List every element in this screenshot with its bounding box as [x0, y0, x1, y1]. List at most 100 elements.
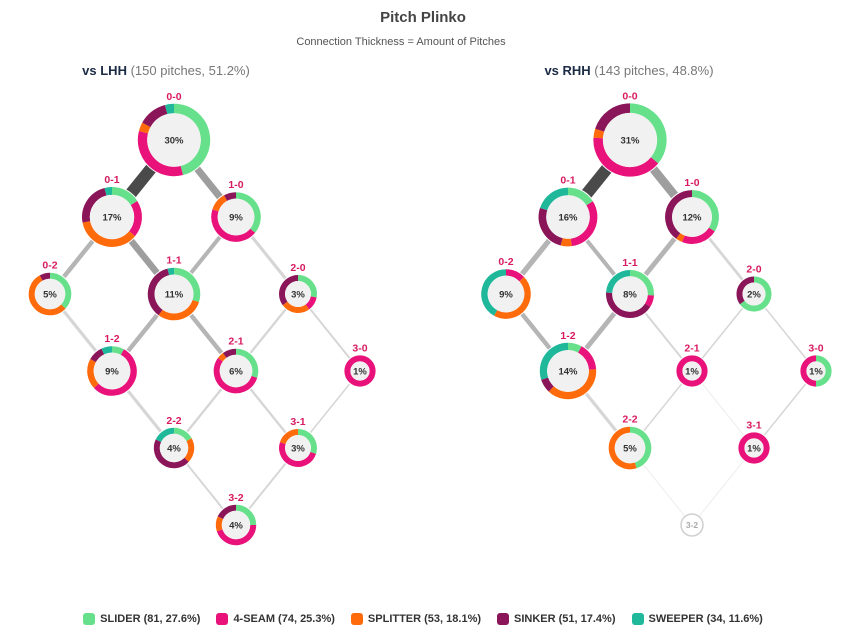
count-label: 1-2 [104, 333, 119, 345]
node-center [742, 282, 766, 306]
donut-segment-sweeper [540, 187, 569, 211]
legend-swatch-sweeper [631, 613, 644, 625]
count-node-lhh-2-2[interactable]: 4% 2-2 [152, 415, 196, 470]
legend-label-sinker: SINKER (51, 17.4%) [514, 613, 616, 625]
count-node-rhh-0-1[interactable]: 16% 0-1 [537, 175, 599, 248]
legend-swatch-sinker [497, 613, 510, 625]
pct-label: 4% [167, 444, 181, 455]
donut-segment-splitter [87, 359, 99, 388]
pct-label: 2% [747, 290, 761, 301]
donut-segment-sinker [217, 504, 237, 520]
donut-segment-splitter [138, 122, 151, 134]
count-node-rhh-3-0[interactable]: 1% 3-0 [799, 342, 833, 388]
donut-segment-fourseam [682, 227, 715, 244]
donut-segment-fourseam [676, 355, 708, 387]
pct-label: 5% [43, 290, 57, 301]
donut-segment-sweeper [167, 267, 175, 276]
pct-label: 1% [353, 367, 367, 378]
count-node-rhh-2-1[interactable]: 1% 2-1 [675, 342, 709, 388]
donut-segment-slider [111, 187, 138, 206]
donut-segment-sinker [153, 439, 189, 469]
count-node-lhh-3-1[interactable]: 3% 3-1 [278, 416, 318, 468]
donut-segment-slider [567, 187, 593, 206]
count-label: 3-2 [686, 520, 699, 530]
node-center [159, 433, 189, 463]
node-center [546, 195, 590, 239]
donut-segment-sinker [606, 292, 651, 318]
donut-segment-fourseam [505, 269, 525, 282]
donut-segment-fourseam [93, 349, 137, 396]
count-node-lhh-3-0[interactable]: 1% 3-0 [343, 342, 377, 388]
donut-segment-sweeper [155, 427, 175, 443]
count-node-rhh-0-0[interactable]: 31% 0-0 [592, 90, 668, 178]
count-label: 1-1 [622, 257, 637, 269]
count-node-lhh-1-2[interactable]: 9% 1-2 [86, 333, 138, 397]
donut-segment-slider [173, 427, 192, 442]
donut-segment-splitter [548, 369, 597, 400]
donut-segment-fourseam [577, 346, 597, 370]
donut-segment-sinker [538, 207, 563, 246]
donut-segment-sweeper [606, 269, 631, 294]
count-node-lhh-2-0[interactable]: 3% 2-0 [278, 262, 318, 314]
count-label: 3-0 [808, 342, 823, 354]
donut-segment-sweeper [481, 269, 507, 316]
donut-segment-slider [297, 275, 317, 298]
donut-segment-splitter [593, 128, 605, 139]
node-center [34, 278, 66, 310]
count-node-rhh-2-0[interactable]: 2% 2-0 [735, 263, 773, 313]
count-label: 3-1 [746, 419, 761, 431]
count-node-lhh-0-1[interactable]: 17% 0-1 [81, 174, 143, 248]
count-node-lhh-2-1[interactable]: 6% 2-1 [212, 336, 260, 395]
count-label: 2-0 [746, 263, 761, 275]
panel-heading-lhh: vs LHH (150 pitches, 51.2%) [82, 63, 250, 78]
pct-label: 5% [623, 444, 637, 455]
donut-segment-slider [235, 348, 259, 378]
donut-segment-splitter [82, 220, 136, 247]
count-node-lhh-3-2[interactable]: 4% 3-2 [214, 492, 258, 547]
count-node-lhh-1-1[interactable]: 11% 1-1 [146, 255, 202, 322]
count-node-rhh-1-0[interactable]: 12% 1-0 [664, 177, 720, 245]
count-node-rhh-1-2[interactable]: 14% 1-2 [538, 330, 598, 401]
count-label: 0-1 [104, 174, 119, 186]
count-node-rhh-3-1[interactable]: 1% 3-1 [737, 419, 771, 465]
legend: SLIDER (81, 27.6%) 4-SEAM (74, 25.3%) SP… [0, 613, 846, 625]
legend-item-sweeper[interactable]: SWEEPER (34, 11.6%) [631, 613, 763, 625]
donut-segment-sinker [222, 348, 237, 358]
count-label: 2-2 [166, 415, 181, 427]
panel-heading-rhh-rest: (143 pitches, 48.8%) [591, 63, 714, 78]
node-center [672, 197, 712, 237]
donut-segment-sweeper [101, 346, 113, 355]
legend-item-sinker[interactable]: SINKER (51, 17.4%) [497, 613, 616, 625]
count-node-rhh-0-2[interactable]: 9% 0-2 [480, 256, 532, 320]
node-center [350, 361, 370, 381]
node-center [93, 352, 131, 390]
donut-segment-splitter [676, 233, 685, 243]
pct-label: 14% [558, 367, 578, 378]
legend-item-fourseam[interactable]: 4-SEAM (74, 25.3%) [216, 613, 335, 625]
pct-label: 30% [164, 136, 184, 147]
node-center [612, 276, 648, 312]
donut-segment-fourseam [128, 200, 142, 237]
pct-label: 6% [229, 367, 243, 378]
legend-item-slider[interactable]: SLIDER (81, 27.6%) [83, 613, 200, 625]
count-node-rhh-3-2[interactable]: 3-2 [680, 513, 704, 537]
count-node-rhh-1-1[interactable]: 8% 1-1 [604, 257, 656, 320]
legend-item-splitter[interactable]: SPLITTER (53, 18.1%) [350, 613, 482, 625]
donut-segment-splitter [184, 438, 195, 462]
donut-segment-splitter [608, 426, 637, 470]
count-label: 0-2 [42, 260, 57, 272]
donut-segment-splitter [28, 275, 66, 316]
donut-segment-slider [235, 504, 257, 526]
node-center [285, 435, 311, 461]
count-node-lhh-0-0[interactable]: 30% 0-0 [136, 91, 212, 178]
count-label: 2-2 [622, 414, 637, 426]
count-label: 1-0 [228, 179, 243, 191]
count-node-rhh-2-2[interactable]: 5% 2-2 [607, 414, 653, 471]
donut-segment-fourseam [305, 296, 317, 310]
count-node-lhh-1-0[interactable]: 9% 1-0 [210, 179, 262, 243]
node-center [147, 113, 201, 167]
legend-label-splitter: SPLITTER (53, 18.1%) [367, 613, 482, 625]
count-label: 0-0 [166, 91, 181, 103]
donut-segment-slider [815, 355, 832, 387]
count-node-lhh-0-2[interactable]: 5% 0-2 [27, 260, 73, 317]
